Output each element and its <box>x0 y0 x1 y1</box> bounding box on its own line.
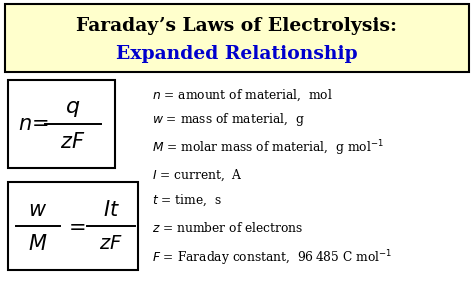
Text: $=$: $=$ <box>64 217 86 235</box>
Text: $w$: $w$ <box>28 201 47 220</box>
Text: $q$: $q$ <box>65 97 81 119</box>
Bar <box>5 4 469 72</box>
Text: $z$ = number of electrons: $z$ = number of electrons <box>152 221 303 235</box>
Text: $F$ = Faraday constant,  96 485 C mol$^{-1}$: $F$ = Faraday constant, 96 485 C mol$^{-… <box>152 248 392 268</box>
Text: Expanded Relationship: Expanded Relationship <box>116 45 358 63</box>
Bar <box>8 80 115 168</box>
Text: $zF$: $zF$ <box>99 235 123 253</box>
Text: $M$: $M$ <box>28 234 48 254</box>
Text: $It$: $It$ <box>102 200 119 220</box>
Text: $w$ = mass of material,  g: $w$ = mass of material, g <box>152 111 305 128</box>
Text: $M$ = molar mass of material,  g mol$^{-1}$: $M$ = molar mass of material, g mol$^{-1… <box>152 138 384 158</box>
Text: Faraday’s Laws of Electrolysis:: Faraday’s Laws of Electrolysis: <box>76 17 398 35</box>
Bar <box>8 182 138 270</box>
Text: $t$ = time,  s: $t$ = time, s <box>152 192 222 208</box>
Text: $n\!=\!$: $n\!=\!$ <box>18 114 49 134</box>
Text: $zF$: $zF$ <box>60 132 86 152</box>
Text: $I$ = current,  A: $I$ = current, A <box>152 167 243 183</box>
Text: $n$ = amount of material,  mol: $n$ = amount of material, mol <box>152 87 333 103</box>
